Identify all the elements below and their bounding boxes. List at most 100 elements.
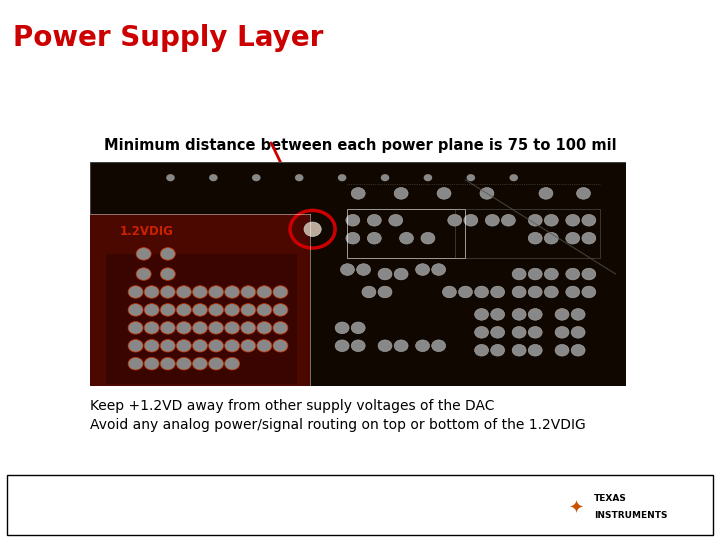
Circle shape [432,264,446,275]
Text: TEXAS: TEXAS [594,495,627,503]
Circle shape [161,248,175,260]
Circle shape [582,268,596,280]
Circle shape [257,321,272,334]
Circle shape [295,174,304,181]
Circle shape [474,286,489,298]
Bar [455,209,600,258]
Circle shape [512,268,526,280]
Circle shape [240,303,256,316]
Circle shape [437,187,451,199]
Bar [106,254,297,384]
Circle shape [161,286,175,298]
Bar [7,475,713,535]
Circle shape [144,286,159,298]
Circle shape [491,327,505,338]
Circle shape [528,345,542,356]
Circle shape [378,340,392,352]
Circle shape [480,187,494,199]
Circle shape [432,340,446,352]
Circle shape [544,268,558,280]
Circle shape [448,214,462,226]
Circle shape [512,327,526,338]
Circle shape [209,174,217,181]
Text: 1.2VDIG: 1.2VDIG [120,225,174,238]
Circle shape [528,286,542,298]
Circle shape [176,303,192,316]
Circle shape [582,232,596,244]
Circle shape [474,327,489,338]
Circle shape [582,286,596,298]
Circle shape [225,340,240,352]
Circle shape [192,286,207,298]
Circle shape [378,286,392,298]
Circle shape [491,345,505,356]
Circle shape [539,187,553,199]
Circle shape [257,303,272,316]
Circle shape [257,340,272,352]
Circle shape [464,214,478,226]
Circle shape [192,303,207,316]
Circle shape [192,321,207,334]
Circle shape [421,232,435,244]
Circle shape [144,357,159,370]
Circle shape [351,187,365,199]
Circle shape [528,327,542,338]
Circle shape [459,286,472,298]
Circle shape [304,222,321,237]
Circle shape [136,248,151,260]
Circle shape [338,174,346,181]
Circle shape [571,345,585,356]
Circle shape [423,174,432,181]
Circle shape [528,308,542,320]
Text: Keep +1.2VD away from other supply voltages of the DAC: Keep +1.2VD away from other supply volta… [90,399,495,413]
Circle shape [225,286,240,298]
Circle shape [192,357,207,370]
Circle shape [240,321,256,334]
Circle shape [273,321,288,334]
Circle shape [346,214,360,226]
Circle shape [512,345,526,356]
Text: Minimum distance between each power plane is 75 to 100 mil: Minimum distance between each power plan… [104,138,616,153]
Circle shape [209,340,224,352]
Circle shape [501,214,516,226]
Circle shape [474,345,489,356]
Circle shape [394,340,408,352]
Circle shape [555,345,569,356]
Circle shape [528,268,542,280]
Circle shape [273,340,288,352]
Circle shape [394,187,408,199]
Circle shape [566,268,580,280]
Circle shape [161,321,175,334]
Circle shape [209,321,224,334]
Text: ✦: ✦ [568,500,584,518]
Circle shape [356,264,371,275]
Circle shape [394,268,408,280]
Circle shape [566,232,580,244]
Circle shape [378,268,392,280]
Circle shape [128,286,143,298]
Circle shape [176,321,192,334]
Circle shape [192,340,207,352]
Circle shape [512,286,526,298]
Bar [348,209,466,258]
Circle shape [415,340,430,352]
Circle shape [544,286,558,298]
Circle shape [381,174,390,181]
Circle shape [128,321,143,334]
Bar [90,213,310,386]
Circle shape [577,187,590,199]
Circle shape [161,340,175,352]
Text: Avoid any analog power/signal routing on top or bottom of the 1.2VDIG: Avoid any analog power/signal routing on… [90,418,586,433]
Circle shape [544,214,558,226]
Circle shape [467,174,475,181]
Circle shape [252,174,261,181]
Circle shape [566,286,580,298]
Circle shape [400,232,413,244]
Circle shape [555,308,569,320]
Circle shape [128,303,143,316]
Circle shape [161,303,175,316]
Circle shape [166,174,175,181]
Circle shape [341,264,354,275]
Circle shape [346,232,360,244]
Circle shape [161,268,175,280]
